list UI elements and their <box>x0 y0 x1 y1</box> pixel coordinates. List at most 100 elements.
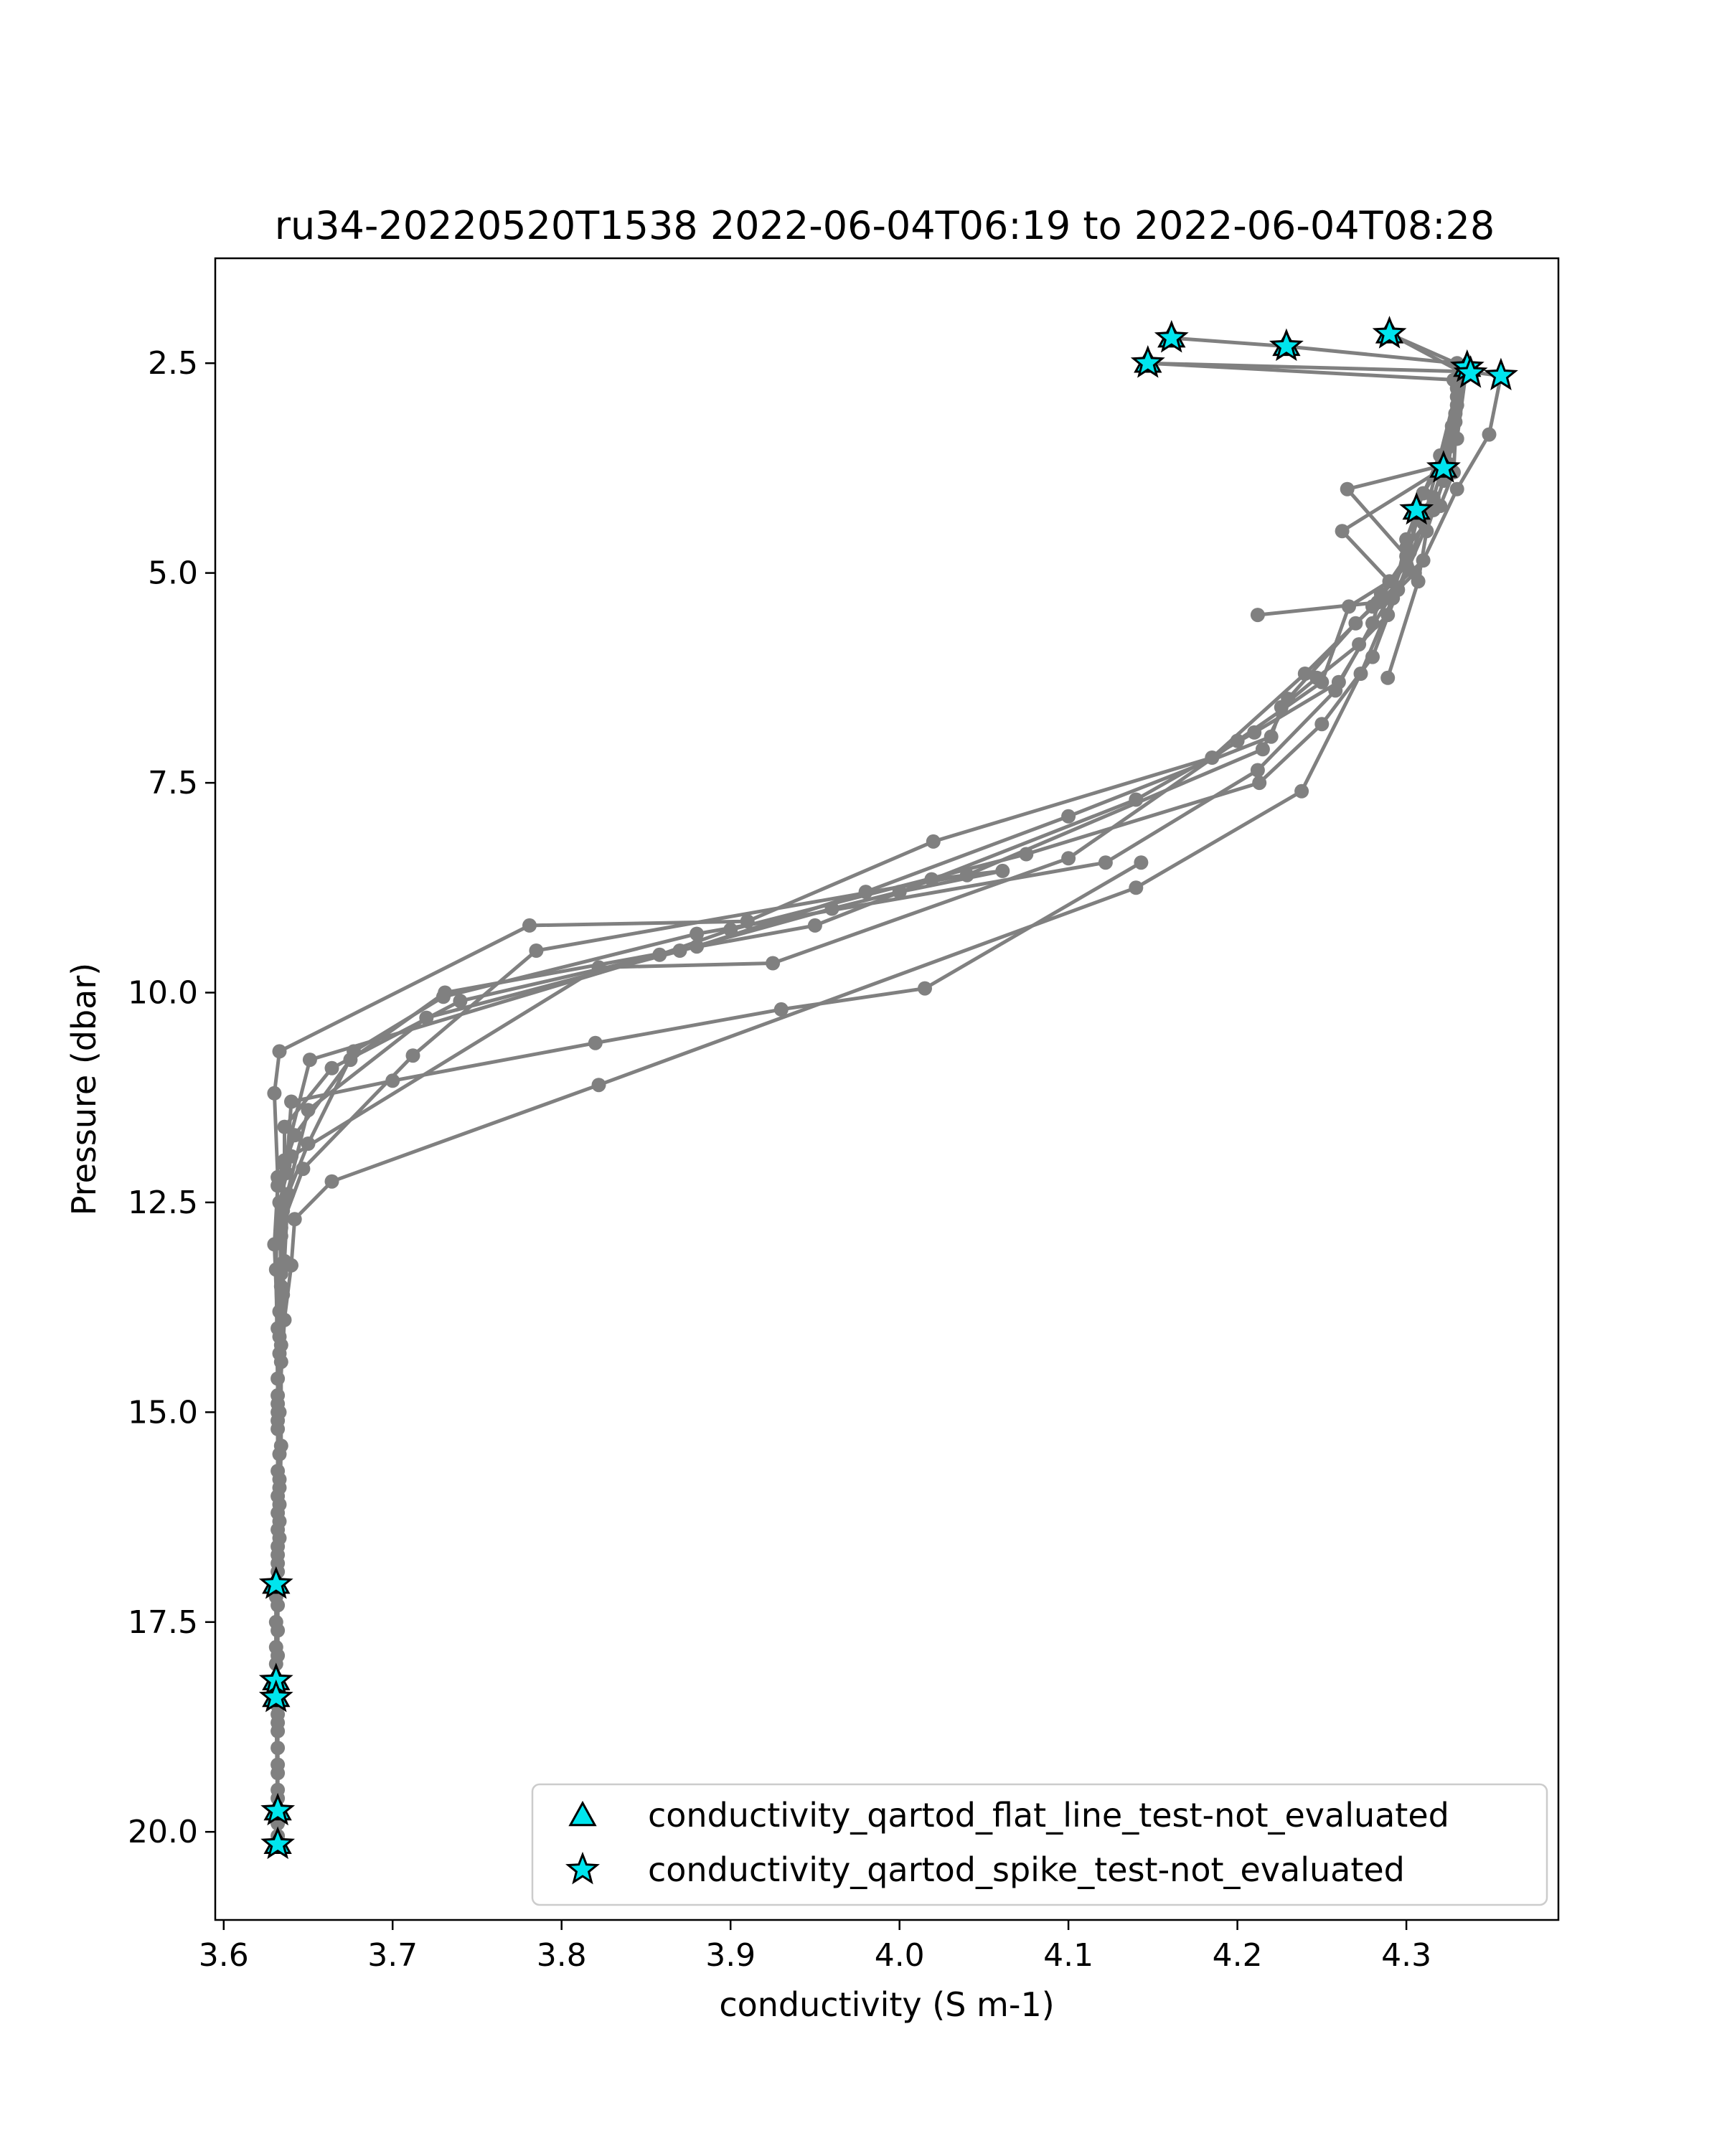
data-point <box>324 1060 339 1075</box>
spike-flag-marker <box>258 1566 293 1599</box>
x-tick-label: 3.6 <box>199 1937 249 1974</box>
plot-frame <box>214 257 1560 1921</box>
data-point <box>1335 524 1350 539</box>
data-point <box>436 989 451 1004</box>
data-point <box>522 918 537 933</box>
y-tick-label: 12.5 <box>128 1185 198 1221</box>
data-point <box>995 863 1010 878</box>
data-point <box>690 926 705 941</box>
legend-triangle-icon <box>568 1800 597 1827</box>
legend-marker-spike <box>565 1851 600 1885</box>
data-point <box>1399 540 1414 555</box>
profile-line <box>278 509 1436 1522</box>
data-point <box>270 1598 286 1613</box>
data-point <box>1348 616 1363 631</box>
data-point <box>1482 427 1497 442</box>
spike-flag-marker <box>1154 319 1189 353</box>
data-point <box>1061 851 1076 866</box>
spike-flag-marker <box>1269 328 1304 362</box>
data-point <box>1449 390 1464 404</box>
data-point <box>1382 590 1397 606</box>
data-point <box>529 943 544 958</box>
data-point <box>924 872 939 887</box>
y-tick-label: 10.0 <box>128 975 198 1012</box>
x-tick-label: 4.1 <box>1043 1937 1093 1974</box>
data-point <box>385 1073 400 1088</box>
data-point <box>1098 855 1113 870</box>
data-point <box>1309 670 1325 685</box>
legend-star-icon <box>565 1851 600 1885</box>
data-point <box>270 1723 286 1738</box>
data-point <box>270 1757 286 1772</box>
data-point <box>1250 608 1265 623</box>
chart-title: ru34-20220520T1538 2022-06-04T06:19 to 2… <box>275 203 1495 248</box>
x-tick-label: 4.3 <box>1381 1937 1431 1974</box>
legend-box <box>531 1783 1548 1906</box>
data-point <box>301 1103 316 1118</box>
data-point <box>591 1078 606 1093</box>
spike-flag-marker <box>1130 345 1165 378</box>
data-point <box>284 1258 298 1273</box>
legend-marker-flat-line <box>568 1800 597 1827</box>
y-tick-label: 5.0 <box>148 555 198 592</box>
x-tick-label: 3.7 <box>367 1937 418 1974</box>
data-point <box>1416 486 1431 501</box>
data-point <box>773 1002 789 1017</box>
data-point <box>1230 733 1245 748</box>
data-point <box>302 1053 317 1068</box>
data-point <box>926 834 941 849</box>
data-point <box>588 1035 603 1050</box>
spike-flag-marker <box>1453 354 1488 388</box>
data-point <box>1419 524 1434 539</box>
x-tick-label: 4.0 <box>875 1937 925 1974</box>
x-axis-label: conductivity (S m-1) <box>719 1985 1054 2024</box>
y-tick-label: 15.0 <box>128 1394 198 1431</box>
data-point <box>284 1094 298 1109</box>
data-point <box>1448 415 1463 430</box>
legend: conductivity_qartod_flat_line_test-not_e… <box>531 1783 1548 1906</box>
data-point <box>892 885 907 900</box>
x-tick-label: 3.8 <box>537 1937 587 1974</box>
data-point <box>1353 667 1368 681</box>
data-point <box>278 1166 293 1180</box>
data-point <box>1380 608 1396 623</box>
data-point <box>1264 729 1279 744</box>
data-point <box>267 1086 282 1101</box>
data-point <box>1340 481 1355 496</box>
data-point <box>1255 742 1270 757</box>
data-point <box>1019 847 1034 862</box>
legend-label-spike: conductivity_qartod_spike_test-not_evalu… <box>648 1850 1405 1889</box>
data-point <box>324 1174 339 1189</box>
y-axis: 2.5 5.0 7.5 10.0 12.5 15.0 17.5 20.0 <box>128 345 215 1850</box>
data-point <box>273 1266 288 1281</box>
data-point <box>766 956 781 971</box>
data-point <box>272 1346 287 1361</box>
y-axis-label: Pressure (dbar) <box>65 963 103 1215</box>
data-point <box>270 1648 286 1663</box>
data-point <box>858 885 873 900</box>
y-tick-label: 20.0 <box>128 1814 198 1850</box>
data-point <box>1134 855 1149 870</box>
profile-12 <box>278 855 1149 1180</box>
x-axis: 3.6 3.7 3.8 3.9 4.0 4.1 4.2 4.3 <box>199 1920 1431 1974</box>
data-point <box>1352 637 1367 652</box>
x-tick-label: 4.2 <box>1213 1937 1263 1974</box>
data-point <box>453 994 468 1009</box>
spike-flag-marker <box>1372 316 1407 349</box>
data-point <box>1314 717 1330 732</box>
data-point <box>270 1539 286 1554</box>
data-point <box>276 1287 291 1302</box>
data-point <box>1370 595 1385 610</box>
data-point <box>672 943 687 958</box>
data-point <box>1129 880 1144 895</box>
y-tick-label: 2.5 <box>148 345 198 382</box>
y-tick-label: 7.5 <box>148 765 198 801</box>
data-point <box>1449 481 1464 496</box>
data-point <box>1294 783 1309 799</box>
profile-11 <box>1380 390 1464 685</box>
legend-label-flat-line: conductivity_qartod_flat_line_test-not_e… <box>648 1796 1449 1835</box>
data-point <box>1274 700 1289 715</box>
data-point <box>272 1446 287 1461</box>
data-point <box>405 1048 420 1063</box>
